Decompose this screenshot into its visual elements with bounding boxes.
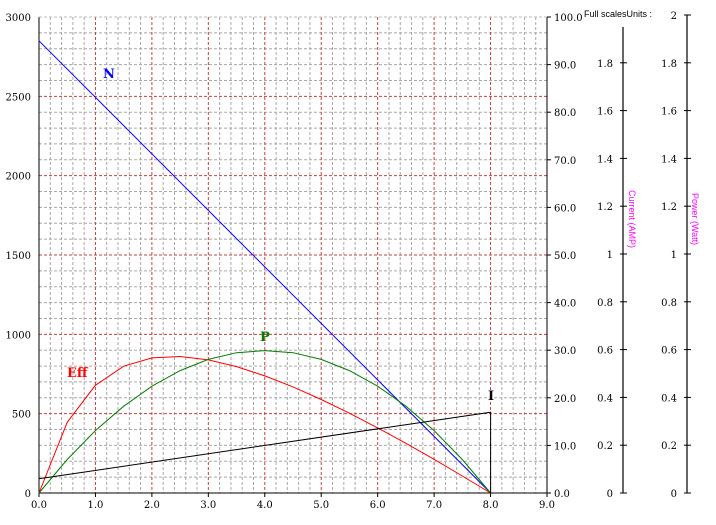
y-left-tick-label: 2000 [6,172,31,183]
power-tick-label: 0.4 [661,393,677,404]
y-left-tick-label: 0 [25,489,31,500]
y-left-tick-label: 1000 [6,330,31,341]
x-tick-label: 0.0 [31,500,47,511]
x-tick-label: 9.0 [539,500,555,511]
current-tick-label: 0.6 [597,346,613,357]
series-label-p: P [260,330,270,345]
y-right-tick-label: 20.0 [554,394,576,405]
y-left-tick-label: 1500 [6,251,31,262]
current-tick-label: 0 [607,489,613,500]
series-label-n: N [103,67,115,82]
power-tick-label: 0.8 [661,298,677,309]
current-tick-label: 1.6 [597,107,613,118]
power-tick-label: 1.6 [661,107,677,118]
series-line-eff [38,355,491,494]
x-tick-label: 4.0 [257,500,273,511]
y-right-tick-label: 50.0 [554,251,576,262]
axes: 0.0 1.0 2.0 3.0 4.0 5.0 6.0 7.0 8.0 9.00500100015… [6,11,700,511]
power-tick-label: 1 [671,250,677,261]
series-line-p [38,350,491,494]
y-left-tick-label: 2500 [6,92,31,103]
power-tick-label: 0.6 [661,346,677,357]
x-tick-label: 5.0 [313,500,329,511]
x-tick-label: 3.0 [200,500,216,511]
current-tick-label: 1 [607,250,613,261]
series-line-i [38,411,492,493]
y-right-tick-label: 0.0 [554,489,570,500]
power-tick-label: 1.8 [661,59,677,70]
x-tick-label: 6.0 [370,500,386,511]
x-tick-label: 1.0 [87,500,103,511]
series-line-n [38,40,491,494]
y-right-tick-label: 60.0 [554,203,576,214]
power-tick-label: 1.2 [661,202,677,213]
power-tick-label: 1.4 [661,154,677,165]
y-right-tick-label: 90.0 [554,61,576,72]
y-left-tick-label: 500 [12,410,31,421]
x-tick-label: 8.0 [483,500,499,511]
y-right-tick-label: 40.0 [554,299,576,310]
y-left-tick-label: 3000 [6,13,31,24]
y-right-tick-label: 10.0 [554,441,576,452]
y-right-tick-label: 100.0 [554,13,583,24]
grid [39,17,547,493]
current-tick-label: 1.8 [597,59,613,70]
series-label-eff: Eff [67,366,89,381]
current-tick-label: 0.8 [597,298,613,309]
series-label-i: I [488,389,494,404]
current-tick-label: 1.2 [597,202,613,213]
power-axis-title: Power (Watt) [690,193,700,245]
power-tick-label: 2 [671,11,677,22]
current-tick-label: 0.2 [597,441,613,452]
current-tick-label: 0.4 [597,393,613,404]
series: N Eff P I [38,40,494,494]
x-tick-label: 2.0 [144,500,160,511]
full-scales-units-label: Full scalesUnits : [584,9,652,19]
y-right-tick-label: 30.0 [554,346,576,357]
x-tick-label: 7.0 [426,500,442,511]
power-tick-label: 0.2 [661,441,677,452]
y-right-tick-label: 80.0 [554,108,576,119]
current-tick-label: 1.4 [597,154,613,165]
current-axis-title: Current (AMP) [627,190,637,248]
y-right-tick-label: 70.0 [554,156,576,167]
power-tick-label: 0 [671,489,677,500]
